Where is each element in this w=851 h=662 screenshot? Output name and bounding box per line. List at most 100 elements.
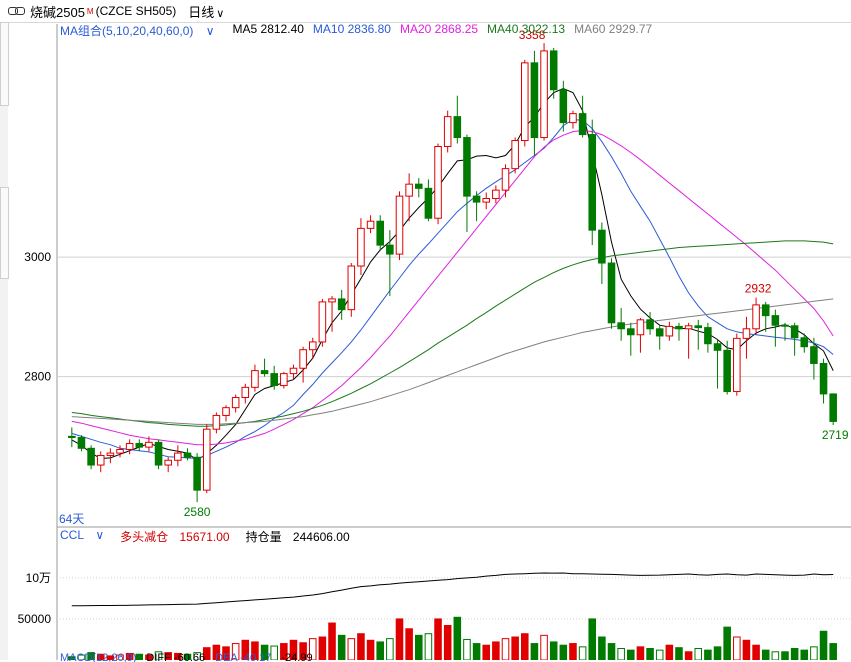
candle[interactable] — [202, 424, 211, 494]
candle[interactable] — [193, 453, 201, 503]
candle[interactable] — [386, 230, 394, 296]
side-toggle-bottom[interactable] — [0, 187, 9, 279]
chevron-down-icon: ∨ — [216, 7, 225, 20]
candle[interactable] — [588, 119, 597, 246]
candle[interactable] — [800, 333, 809, 353]
candle[interactable] — [472, 191, 481, 222]
candle[interactable] — [405, 173, 413, 222]
candle[interactable] — [328, 295, 336, 332]
candle[interactable] — [761, 301, 770, 332]
candle[interactable] — [655, 325, 664, 350]
candle[interactable] — [164, 457, 172, 473]
candle-body — [202, 428, 211, 491]
candle[interactable] — [540, 43, 548, 141]
candle[interactable] — [318, 298, 327, 347]
candle[interactable] — [501, 164, 510, 198]
candle[interactable] — [280, 371, 288, 389]
candle-body — [607, 262, 616, 324]
candle[interactable] — [627, 322, 635, 356]
candle[interactable] — [665, 321, 674, 341]
candle[interactable] — [453, 95, 462, 144]
candle[interactable] — [299, 346, 307, 383]
candle[interactable] — [463, 134, 471, 232]
candle-body — [125, 443, 134, 451]
candle[interactable] — [559, 80, 568, 132]
candle-body — [790, 325, 799, 339]
candle[interactable] — [308, 337, 317, 359]
high-price-label: 3358 — [519, 28, 546, 42]
candle[interactable] — [617, 307, 625, 341]
candle[interactable] — [819, 358, 828, 404]
candle-body — [289, 367, 298, 375]
candle[interactable] — [241, 383, 250, 404]
candle[interactable] — [145, 436, 153, 452]
candle[interactable] — [251, 364, 259, 392]
candle[interactable] — [521, 59, 529, 147]
candle[interactable] — [212, 412, 221, 434]
candle[interactable] — [434, 143, 442, 225]
candle[interactable] — [810, 337, 818, 380]
candle[interactable] — [154, 439, 163, 470]
volume-bar — [694, 648, 703, 660]
candle[interactable] — [289, 364, 298, 380]
link-icon[interactable] — [8, 6, 26, 16]
candle[interactable] — [742, 316, 751, 359]
candle[interactable] — [530, 50, 539, 156]
side-toggle-top[interactable] — [0, 22, 9, 106]
candle[interactable] — [395, 191, 404, 261]
period-selector[interactable]: 日线 ∨ — [188, 2, 224, 21]
candle[interactable] — [675, 322, 683, 341]
candle[interactable] — [347, 263, 356, 317]
candle[interactable] — [646, 312, 654, 335]
candle[interactable] — [174, 445, 182, 467]
candle[interactable] — [443, 110, 452, 153]
candle[interactable] — [222, 405, 230, 422]
candle[interactable] — [598, 222, 606, 284]
candle[interactable] — [569, 110, 577, 129]
candle[interactable] — [260, 358, 269, 377]
candle[interactable] — [424, 179, 433, 222]
candle[interactable] — [116, 445, 124, 458]
candle[interactable] — [636, 318, 645, 353]
candle[interactable] — [482, 192, 491, 210]
candle[interactable] — [366, 215, 375, 234]
volume-bar — [646, 648, 654, 660]
candle[interactable] — [829, 393, 837, 426]
volume-bar — [357, 633, 365, 660]
candle[interactable] — [578, 95, 587, 138]
candle[interactable] — [511, 137, 519, 174]
candle[interactable] — [607, 258, 616, 329]
candle[interactable] — [704, 322, 712, 353]
candle[interactable] — [414, 178, 423, 198]
candle[interactable] — [337, 289, 346, 320]
candle[interactable] — [771, 309, 780, 347]
ma-group-selector[interactable]: MA组合(5,10,20,40,60,0) ∨ — [60, 22, 224, 38]
candle[interactable] — [752, 297, 760, 335]
candle[interactable] — [790, 322, 799, 356]
candle[interactable] — [87, 445, 95, 470]
volume-bar — [733, 636, 741, 660]
candle[interactable] — [106, 448, 115, 464]
ccl-selector[interactable]: CCL ∨ — [60, 528, 112, 542]
candle[interactable] — [135, 439, 144, 452]
candle[interactable] — [376, 215, 384, 252]
candle[interactable] — [270, 365, 278, 390]
candle[interactable] — [713, 339, 722, 389]
candle-body — [453, 116, 462, 139]
candle[interactable] — [96, 451, 105, 473]
candle[interactable] — [694, 319, 703, 350]
candle[interactable] — [733, 333, 741, 396]
candle[interactable] — [77, 435, 86, 452]
candle[interactable] — [125, 439, 134, 455]
candle[interactable] — [231, 394, 240, 413]
candle[interactable] — [781, 322, 789, 341]
volume-bar — [665, 644, 674, 660]
candle[interactable] — [68, 427, 76, 448]
candle[interactable] — [684, 322, 693, 359]
candle[interactable] — [723, 340, 731, 395]
candle[interactable] — [549, 47, 558, 99]
candle[interactable] — [357, 218, 365, 275]
candle[interactable] — [492, 185, 500, 204]
candle[interactable] — [183, 448, 192, 461]
